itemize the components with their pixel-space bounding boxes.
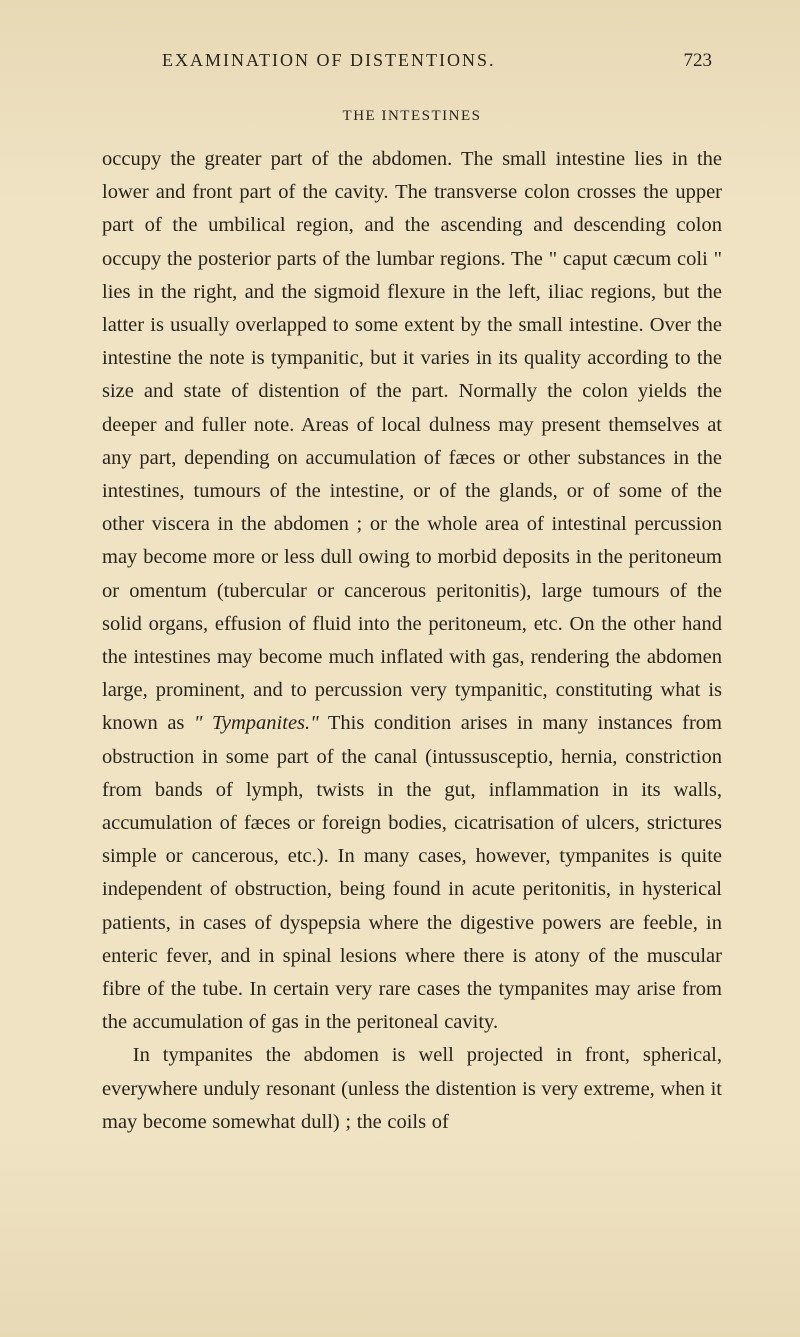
italic-term: " Tympanites." [194, 712, 319, 734]
paragraph-2: In tympanites the abdomen is well projec… [102, 1039, 722, 1139]
paragraph-1-part2: This condition arises in many instances … [102, 712, 722, 1033]
page-number: 723 [684, 50, 713, 72]
body-text: occupy the greater part of the abdomen. … [102, 143, 722, 1139]
paragraph-1-part1: occupy the greater part of the abdomen. … [102, 148, 722, 734]
section-title: THE INTESTINES [102, 108, 722, 125]
page-header: EXAMINATION OF DISTENTIONS. 723 [102, 50, 722, 72]
page-container: EXAMINATION OF DISTENTIONS. 723 THE INTE… [0, 0, 800, 1337]
running-title: EXAMINATION OF DISTENTIONS. [162, 50, 495, 71]
